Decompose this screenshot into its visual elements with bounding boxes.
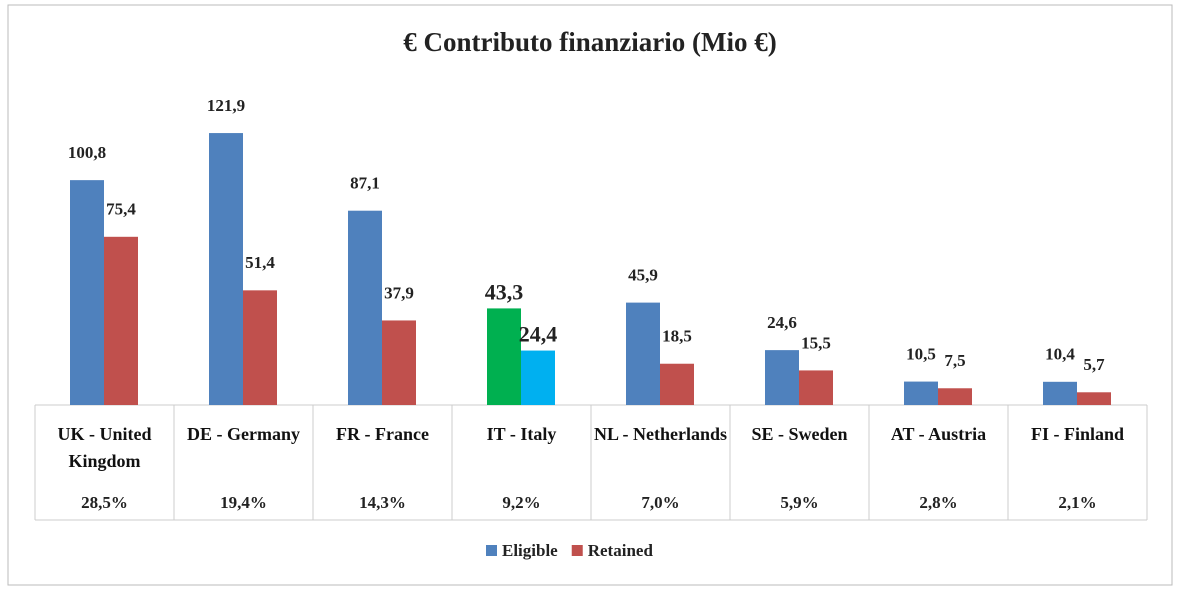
data-label: 18,5: [662, 327, 692, 346]
bar: [1077, 392, 1111, 405]
bar: [904, 381, 938, 405]
bar: [487, 308, 521, 405]
bar: [938, 388, 972, 405]
data-label: 5,7: [1083, 355, 1105, 374]
x-tick-label: DE - Germany: [187, 424, 300, 444]
chart-title: € Contributo finanziario (Mio €): [403, 27, 776, 57]
x-tick-label: AT - Austria: [890, 424, 987, 444]
bar: [521, 350, 555, 405]
legend-label: Retained: [588, 541, 654, 560]
data-label: 10,5: [906, 344, 936, 363]
legend-swatch: [486, 545, 497, 556]
share-label: 7,0%: [641, 493, 679, 512]
share-label: 9,2%: [502, 493, 540, 512]
data-label: 37,9: [384, 283, 414, 302]
bar: [243, 290, 277, 405]
data-label: 15,5: [801, 333, 831, 352]
share-label: 5,9%: [780, 493, 818, 512]
share-label: 2,8%: [919, 493, 957, 512]
share-label: 19,4%: [220, 493, 267, 512]
data-label: 24,4: [519, 322, 558, 347]
x-tick-label: SE - Sweden: [751, 424, 848, 444]
x-tick-label: UK - United Kingdom: [57, 424, 152, 471]
data-label: 87,1: [350, 174, 380, 193]
data-label: 121,9: [207, 96, 245, 115]
x-tick-label: IT - Italy: [486, 424, 557, 444]
bar: [70, 180, 104, 405]
data-label: 100,8: [68, 143, 106, 162]
data-label: 10,4: [1045, 345, 1075, 364]
x-tick-label: FR - France: [336, 424, 429, 444]
bar: [104, 236, 138, 405]
bar: [799, 370, 833, 405]
data-label: 43,3: [485, 279, 524, 304]
x-tick-label: FI - Finland: [1030, 424, 1125, 444]
legend-swatch: [571, 545, 583, 556]
share-label: 2,1%: [1058, 493, 1096, 512]
chart-frame: [7, 4, 1173, 586]
bar: [626, 302, 660, 405]
bar: [765, 350, 799, 405]
bar: [382, 320, 416, 405]
data-label: 51,4: [245, 253, 275, 272]
data-label: 7,5: [944, 351, 965, 370]
data-label: 45,9: [628, 266, 658, 285]
share-label: 14,3%: [359, 493, 406, 512]
share-label: 28,5%: [81, 493, 128, 512]
bar: [660, 363, 694, 405]
data-label: 75,4: [106, 200, 136, 219]
bar: [209, 133, 243, 406]
bar: [348, 210, 382, 405]
bar: [1043, 381, 1077, 405]
data-label: 24,6: [767, 313, 797, 332]
x-tick-label: NL - Netherlands: [593, 424, 727, 444]
legend-label: Eligible: [502, 541, 558, 560]
